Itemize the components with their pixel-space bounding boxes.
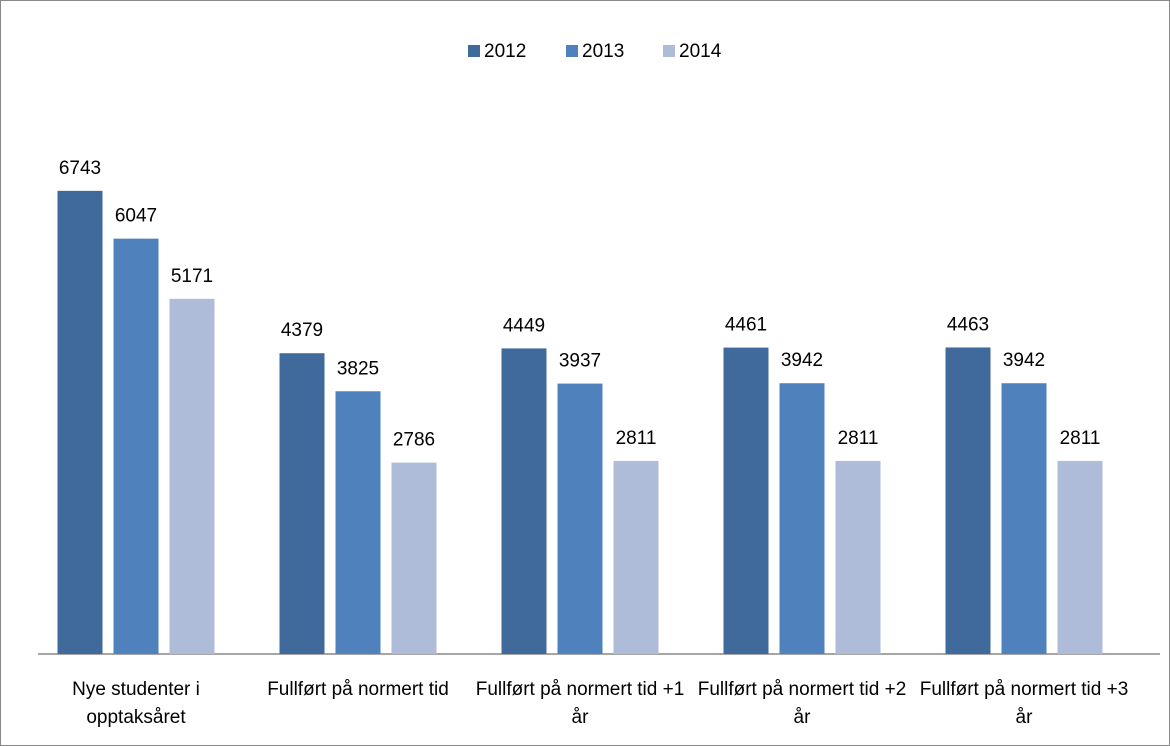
bar [779,383,825,654]
bar [335,391,381,654]
value-label: 2786 [393,430,435,451]
x-tick-label: Fullført på normert tid [267,679,449,700]
value-label: 3942 [1003,350,1045,371]
value-label: 4461 [725,315,767,336]
legend-label: 2014 [679,41,722,62]
bar [613,460,659,654]
bar [169,298,215,654]
bar [1057,460,1103,654]
value-label: 3825 [337,358,379,379]
value-label: 4463 [947,314,989,335]
x-tick-label: Fullført på normert tid +3 år [919,679,1129,728]
bar [945,347,991,654]
bar [57,190,103,654]
legend-swatch [663,45,675,57]
x-tick-label: Nye studenter i opptaksåret [72,679,200,728]
legend-label: 2013 [582,41,624,62]
bar [391,462,437,654]
legend-label: 2012 [484,41,526,62]
bar [557,383,603,654]
value-label: 3942 [781,350,823,371]
x-tick-label: Fullført på normert tid +1 år [475,679,685,728]
legend-swatch [566,45,578,57]
value-label: 2811 [838,428,879,449]
bar [279,353,325,654]
value-label: 5171 [171,266,213,287]
value-label: 6047 [115,206,157,227]
bar [1001,383,1047,654]
bar [501,348,547,654]
bar [113,238,159,655]
value-label: 2811 [616,428,657,449]
value-label: 6743 [59,158,101,179]
bar [723,347,769,654]
bar [835,460,881,654]
x-tick-label: Fullført på normert tid +2 år [697,679,907,728]
legend-swatch [468,45,480,57]
value-label: 4379 [281,320,323,341]
value-label: 2811 [1060,428,1101,449]
value-label: 4449 [503,315,545,336]
value-label: 3937 [559,351,601,372]
